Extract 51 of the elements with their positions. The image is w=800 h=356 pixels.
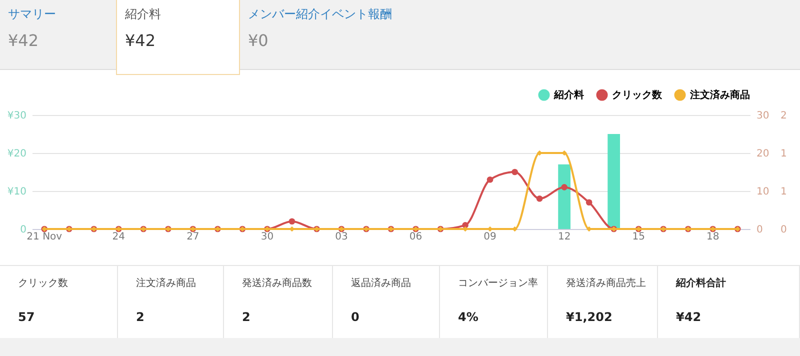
y3-tick-label: 2 <box>780 110 787 122</box>
text: 紹介料 <box>125 6 162 23</box>
text: 注文済み商品 <box>136 276 197 290</box>
text: 発送済み商品数 <box>242 276 313 290</box>
y3-tick-label: 1 <box>780 148 787 160</box>
text: 紹介料合計 <box>676 276 727 290</box>
y-tick-label: 0 <box>20 224 26 236</box>
text: 57 <box>18 310 36 324</box>
text: 0 <box>351 310 360 324</box>
legend-label: 注文済み商品 <box>689 89 750 101</box>
text: ¥42 <box>8 31 40 50</box>
text: 発送済み商品売上 <box>566 276 647 290</box>
text: ¥1,202 <box>566 310 614 324</box>
y-tick-label: ¥20 <box>7 148 26 160</box>
y2-tick-label: 30 <box>756 110 770 122</box>
point <box>486 176 494 183</box>
y2-tick-label: 0 <box>756 224 763 236</box>
point <box>536 195 543 202</box>
x-tick-label: 21 Nov <box>26 232 62 242</box>
x-tick-label: 18 <box>706 232 720 242</box>
text: 4% <box>458 310 480 324</box>
text: 2 <box>136 310 146 324</box>
point <box>512 168 518 176</box>
x-tick-label: 12 <box>558 232 571 242</box>
text: ¥42 <box>676 310 702 324</box>
text: メンバー紹介イベント報酬 <box>248 6 393 23</box>
y-tick-label: ¥30 <box>7 110 26 122</box>
x-tick-label: 24 <box>112 232 126 242</box>
text: ¥42 <box>125 31 157 50</box>
x-tick-label: 15 <box>632 232 645 242</box>
text: 2 <box>242 310 252 324</box>
y2-tick-label: 20 <box>756 148 770 160</box>
x-tick-label: 27 <box>186 232 200 242</box>
text: サマリー <box>8 6 57 23</box>
y2-tick-label: 10 <box>756 186 770 198</box>
x-tick-label: 30 <box>260 232 274 242</box>
text: ¥0 <box>248 31 270 50</box>
x-tick-label: 09 <box>484 232 496 242</box>
point <box>288 218 296 225</box>
y-tick-label: ¥10 <box>7 186 26 198</box>
point <box>586 199 592 206</box>
point <box>561 184 568 190</box>
legend-label: 紹介料 <box>553 89 584 101</box>
y3-tick-label: 0 <box>780 224 787 236</box>
text: コンバージョン率 <box>458 276 539 290</box>
x-tick-label: 03 <box>335 232 348 242</box>
text: 返品済み商品 <box>351 276 412 290</box>
legend-label: クリック数 <box>612 89 663 101</box>
y3-tick-label: 1 <box>780 186 787 198</box>
x-tick-label: 06 <box>409 232 422 242</box>
text: クリック数 <box>18 277 69 290</box>
